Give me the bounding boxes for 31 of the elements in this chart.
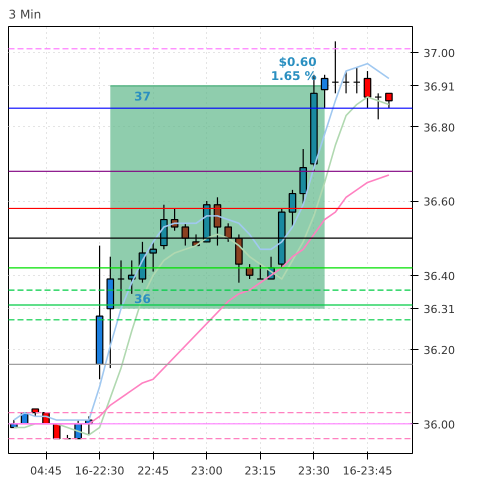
candlestick bbox=[364, 70, 372, 109]
y-tick-label: 36.31 bbox=[424, 303, 455, 316]
annotation: 36 bbox=[134, 292, 151, 306]
x-tick-label: 22:45 bbox=[137, 464, 170, 478]
y-tick-label: 36.80 bbox=[424, 121, 455, 134]
candlestick bbox=[256, 264, 264, 280]
candlestick bbox=[320, 74, 328, 109]
y-tick-label: 37.00 bbox=[424, 46, 455, 60]
y-tick-label: 36.91 bbox=[424, 80, 455, 94]
y-tick-label: 36.00 bbox=[424, 418, 455, 432]
x-tick-label: 23:30 bbox=[298, 464, 330, 478]
annotation: 37 bbox=[134, 89, 151, 104]
candlestick bbox=[385, 92, 393, 109]
chart-title: 3 Min bbox=[8, 8, 42, 22]
x-tick-label: 16-22:30 bbox=[74, 464, 124, 478]
x-tick-label: 23:00 bbox=[190, 464, 223, 478]
candlestick bbox=[288, 189, 296, 228]
candlestick bbox=[332, 40, 340, 94]
y-tick-label: 36.60 bbox=[424, 196, 455, 209]
x-tick-label: 04:45 bbox=[30, 464, 62, 478]
candlestick bbox=[342, 70, 350, 94]
x-tick-label: 16-23:45 bbox=[342, 464, 392, 478]
candlestick bbox=[149, 241, 157, 272]
annotation: 1.65 % bbox=[270, 68, 317, 83]
candlestick bbox=[117, 260, 125, 306]
candlestick bbox=[352, 66, 361, 94]
annotation: $0.60 bbox=[278, 54, 317, 69]
y-tick-label: 36.40 bbox=[424, 270, 455, 283]
x-tick-label: 23:15 bbox=[244, 464, 276, 478]
candlestick bbox=[374, 92, 382, 120]
y-tick-label: 36.20 bbox=[424, 344, 455, 358]
